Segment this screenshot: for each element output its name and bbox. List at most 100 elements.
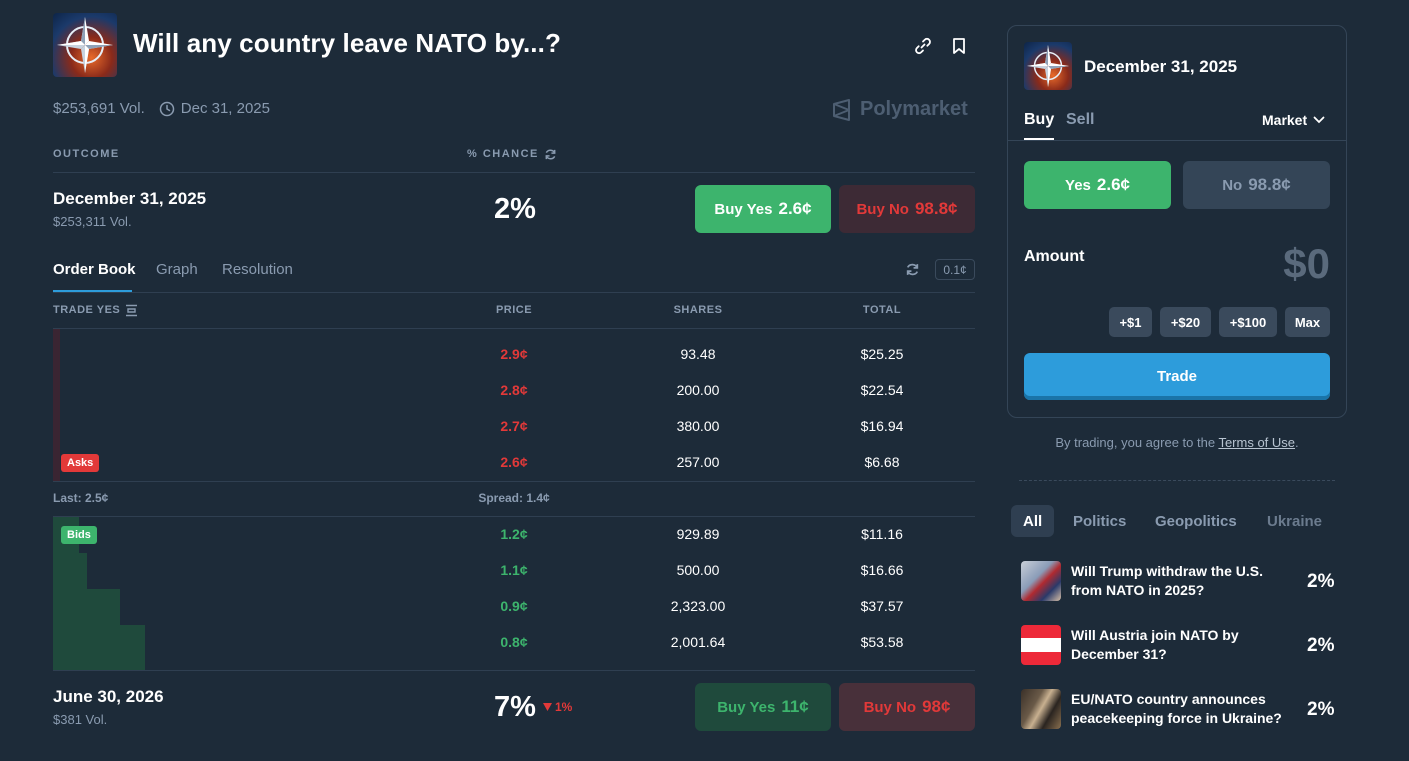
yes-price: 2.6¢ — [1096, 175, 1130, 194]
buy-no-button[interactable]: Buy No 98.8¢ — [839, 185, 975, 233]
asks-badge: Asks — [61, 454, 100, 472]
tab-graph[interactable]: Graph — [156, 261, 198, 278]
bid-shares: 2,001.64 — [670, 634, 726, 650]
terms-notice: By trading, you agree to the Terms of Us… — [1008, 435, 1346, 450]
bid-total: $37.57 — [860, 598, 904, 614]
asks-depth-bar — [53, 329, 60, 481]
link-icon[interactable] — [913, 36, 933, 56]
tab-resolution[interactable]: Resolution — [222, 261, 293, 278]
ask-shares: 200.00 — [676, 382, 720, 398]
amount-input[interactable]: $0 — [1283, 240, 1330, 287]
terms-of-use-link[interactable]: Terms of Use — [1218, 435, 1296, 450]
market-end-date: Dec 31, 2025 — [180, 100, 270, 117]
divider — [53, 292, 975, 293]
polymarket-logo-icon — [833, 98, 850, 121]
market-meta: $253,691 Vol. Dec 31, 2025 — [53, 100, 270, 117]
bid-price: 1.1¢ — [500, 562, 528, 578]
bids-depth-bar — [79, 553, 87, 670]
refresh-icon[interactable] — [544, 148, 557, 161]
category-geopolitics[interactable]: Geopolitics — [1155, 512, 1237, 530]
yes-label: Yes — [1065, 176, 1091, 194]
bid-price: 1.2¢ — [500, 526, 528, 542]
tab-buy[interactable]: Buy — [1024, 111, 1055, 128]
total-header: TOTAL — [862, 304, 902, 316]
bids-depth-bar — [87, 589, 120, 670]
chance-change-value: 1% — [555, 700, 573, 714]
last-price: Last: 2.5¢ — [53, 491, 109, 505]
related-market-chance: 2% — [1307, 635, 1335, 656]
bid-shares: 2,323.00 — [670, 598, 726, 614]
terms-prefix: By trading, you agree to the — [1055, 435, 1219, 450]
yes-price: 11¢ — [781, 697, 809, 716]
tab-sell[interactable]: Sell — [1066, 111, 1095, 128]
bid-shares: 500.00 — [676, 562, 720, 578]
order-type-select[interactable]: Market — [1262, 112, 1325, 128]
chance-column-header: % CHANCE — [467, 148, 539, 160]
no-price: 98.8¢ — [1248, 175, 1291, 194]
buy-yes-label: Buy Yes — [714, 200, 773, 218]
chevron-down-icon — [1313, 116, 1325, 124]
ask-price: 2.8¢ — [500, 382, 528, 398]
no-outcome-button[interactable]: No 98.8¢ — [1183, 161, 1330, 209]
yes-price: 2.6¢ — [778, 199, 812, 218]
related-market-title: EU/NATO country announces peacekeeping f… — [1071, 691, 1282, 726]
market-logo — [53, 13, 117, 77]
related-market-chance: 2% — [1307, 699, 1335, 720]
bid-price: 0.8¢ — [500, 634, 528, 650]
nato-star-icon — [53, 13, 117, 77]
divider — [53, 516, 975, 517]
refresh-icon[interactable] — [905, 262, 920, 277]
ask-price: 2.7¢ — [500, 418, 528, 434]
no-price: 98.8¢ — [914, 199, 958, 218]
bookmark-icon[interactable] — [949, 36, 969, 56]
chance-change: 1% — [543, 700, 572, 714]
related-market-title: Will Austria join NATO by December 31? — [1071, 627, 1239, 662]
bid-total: $53.58 — [860, 634, 904, 650]
tick-size-select[interactable]: 0.1¢ — [935, 259, 975, 280]
outcome-column-header: OUTCOME — [53, 148, 120, 160]
category-all[interactable]: All — [1011, 505, 1055, 537]
ask-price: 2.9¢ — [500, 346, 528, 362]
bid-total: $11.16 — [861, 526, 903, 542]
add-20-button[interactable]: +$20 — [1160, 307, 1211, 337]
yes-outcome-button[interactable]: Yes 2.6¢ — [1024, 161, 1171, 209]
trade-button[interactable]: Trade — [1024, 353, 1330, 400]
buy-yes-label: Buy Yes — [717, 698, 776, 716]
divider — [1008, 140, 1346, 141]
active-tab-indicator — [1024, 138, 1054, 140]
ask-total: $16.94 — [860, 418, 904, 434]
buy-yes-button[interactable]: Buy Yes 11¢ — [695, 683, 831, 731]
ask-shares: 380.00 — [676, 418, 720, 434]
related-market-chance: 2% — [1307, 571, 1335, 592]
market-thumbnail — [1021, 561, 1061, 601]
tab-order-book[interactable]: Order Book — [53, 261, 136, 278]
buy-no-button[interactable]: Buy No 98¢ — [839, 683, 975, 731]
add-100-button[interactable]: +$100 — [1219, 307, 1277, 337]
bids-badge: Bids — [61, 526, 97, 544]
polymarket-brand: Polymarket — [832, 98, 968, 121]
add-1-button[interactable]: +$1 — [1109, 307, 1152, 337]
ask-total: $6.68 — [864, 454, 900, 470]
bid-total: $16.66 — [860, 562, 904, 578]
bid-price: 0.9¢ — [500, 598, 528, 614]
category-politics[interactable]: Politics — [1073, 512, 1127, 530]
spread: Spread: 1.4¢ — [478, 491, 550, 505]
price-header: PRICE — [495, 304, 533, 316]
divider — [1019, 480, 1335, 481]
clock-icon — [159, 101, 175, 116]
buy-yes-button[interactable]: Buy Yes 2.6¢ — [695, 185, 831, 233]
down-arrow-icon — [543, 703, 552, 711]
related-market-title: Will Trump withdraw the U.S. from NATO i… — [1071, 563, 1263, 598]
outcome-title: December 31, 2025 — [53, 189, 207, 208]
max-button[interactable]: Max — [1285, 307, 1330, 337]
category-ukraine[interactable]: Ukraine — [1267, 512, 1323, 530]
trade-yes-header: TRADE YES — [53, 304, 121, 316]
ask-total: $25.25 — [860, 346, 904, 362]
bid-shares: 929.89 — [676, 526, 720, 542]
outcome-volume: $381 Vol. — [53, 712, 108, 727]
panel-title: December 31, 2025 — [1084, 57, 1238, 76]
collapse-icon[interactable] — [125, 304, 138, 317]
divider — [53, 328, 975, 329]
buy-no-label: Buy No — [863, 698, 917, 716]
market-title: Will any country leave NATO by...? — [133, 28, 561, 58]
